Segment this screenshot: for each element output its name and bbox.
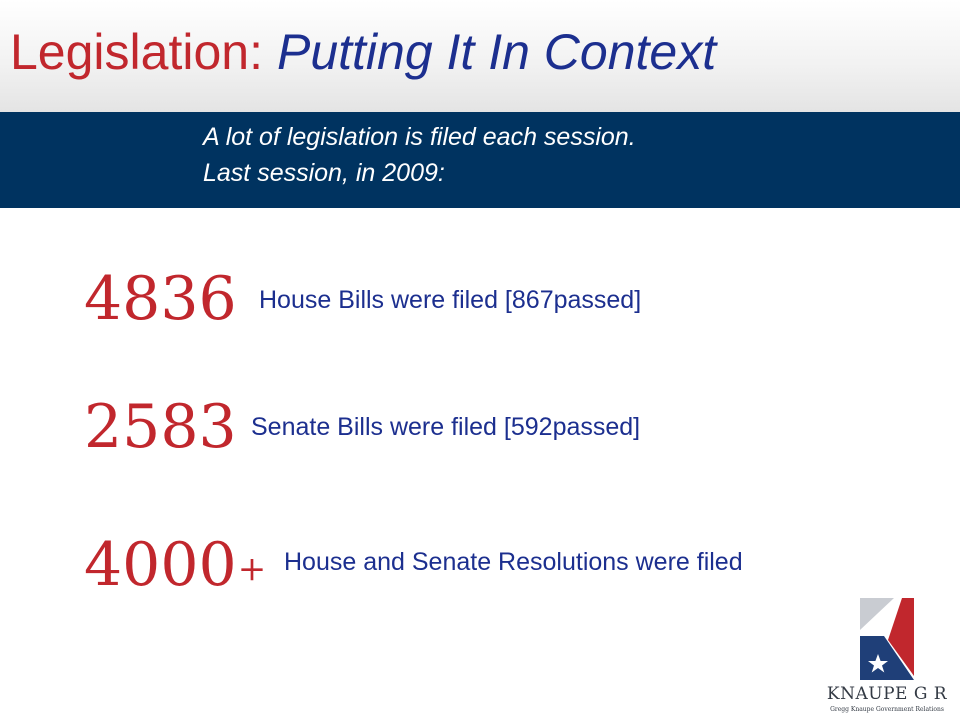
k-star-logo-icon — [858, 596, 916, 682]
senate-bills-number: 2583 — [84, 392, 237, 462]
house-bills-number: 4836 — [84, 264, 237, 334]
slide-title: Legislation: Putting It In Context — [10, 22, 716, 82]
logo-tagline: Gregg Knaupe Government Relations — [830, 706, 944, 713]
slide-header: Legislation: Putting It In Context — [0, 0, 960, 112]
title-main: Putting It In Context — [276, 24, 717, 80]
logo-name: KNAUPE G R — [826, 684, 948, 704]
banner-line-1: A lot of legislation is filed each sessi… — [203, 123, 636, 151]
resolutions-plus-sign: + — [237, 549, 267, 589]
senate-bills-description: Senate Bills were filed [592passed] — [251, 413, 641, 441]
house-bills-description: House Bills were filed [867passed] — [259, 286, 642, 314]
title-prefix: Legislation: — [10, 24, 263, 80]
company-logo: KNAUPE G R Gregg Knaupe Government Relat… — [820, 596, 954, 720]
intro-banner: A lot of legislation is filed each sessi… — [0, 112, 960, 208]
banner-line-2: Last session, in 2009: — [203, 159, 445, 187]
resolutions-description: House and Senate Resolutions were filed — [284, 548, 743, 576]
resolutions-number-value: 4000 — [84, 530, 237, 600]
resolutions-number: 4000+ — [84, 530, 266, 600]
